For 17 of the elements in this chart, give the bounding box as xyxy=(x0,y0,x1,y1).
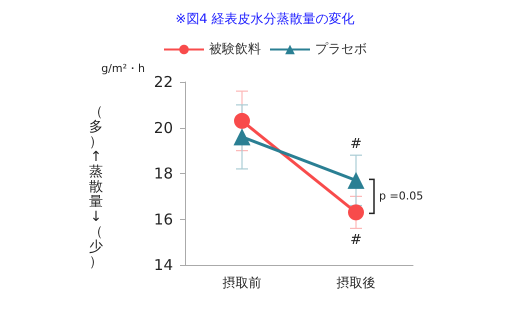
y-tick-label: 18 xyxy=(154,164,173,182)
legend-label: 被験飲料 xyxy=(209,42,261,57)
y-axis-title: g/m²・h xyxy=(101,62,146,75)
y-tick-label: 20 xyxy=(154,118,173,137)
legend-label: プラセボ xyxy=(315,42,367,57)
x-tick-label: 摂取後 xyxy=(336,276,376,291)
point xyxy=(234,112,250,129)
annotation: # xyxy=(350,232,362,248)
point xyxy=(348,204,364,220)
chart-title: ※図4 経表皮水分蒸散量の変化 xyxy=(175,11,355,27)
y-tick-label: 16 xyxy=(154,210,173,228)
y-tick-label: 14 xyxy=(154,256,173,274)
annotation: # xyxy=(350,136,362,152)
annotation: p =0.05 xyxy=(379,189,424,202)
x-tick-label: 摂取前 xyxy=(222,276,262,291)
y-tick-label: 22 xyxy=(154,73,173,91)
text: （多）↑蒸散量↓（少） xyxy=(89,104,103,270)
